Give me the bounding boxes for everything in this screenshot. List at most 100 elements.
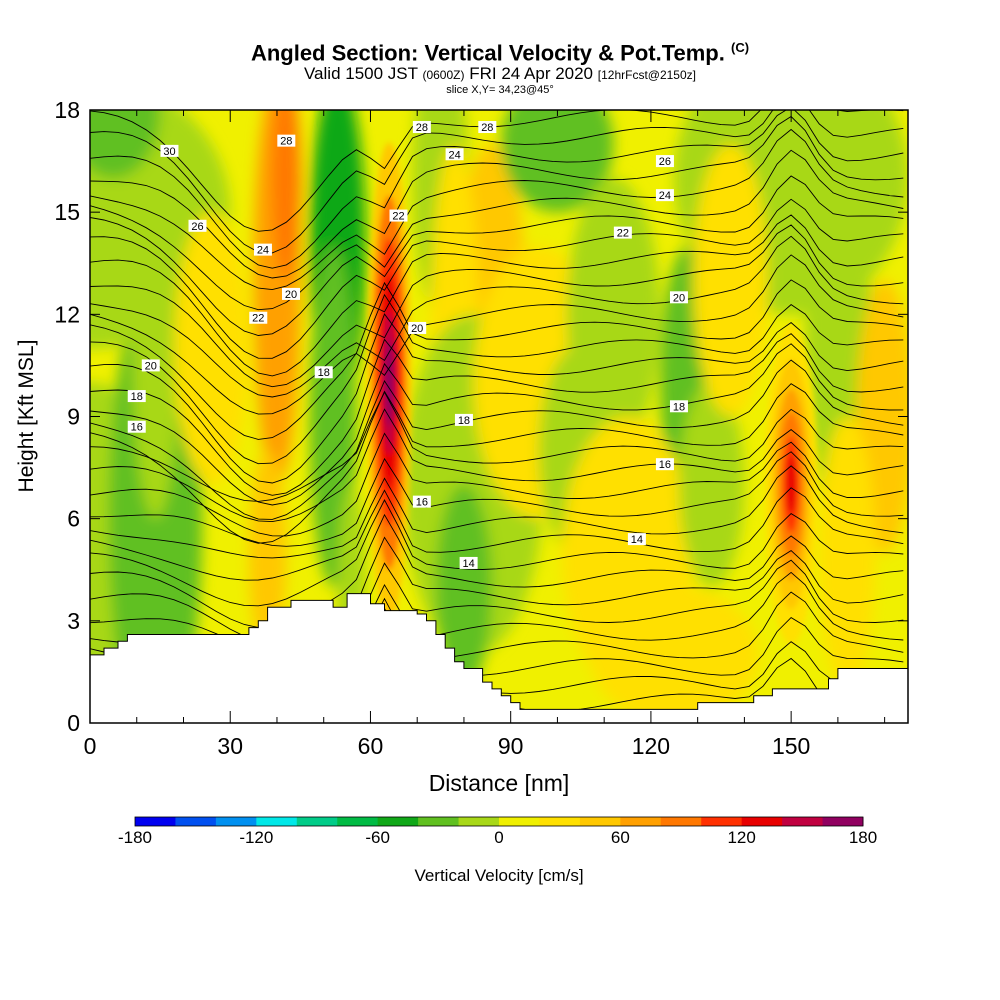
x-tick-label: 90 [498, 733, 524, 759]
isentrope-label-text: 24 [257, 245, 269, 257]
colorbar-swatch [296, 817, 338, 826]
isentrope-label: 28 [478, 121, 497, 134]
isentrope-line [90, 487, 904, 581]
isentrope-label: 28 [412, 121, 431, 134]
isentrope-label-text: 14 [462, 558, 474, 570]
isentrope-label: 30 [160, 144, 179, 158]
isentrope-label: 20 [669, 291, 688, 304]
isentrope-label-text: 26 [191, 221, 203, 233]
x-tick-label: 60 [358, 733, 384, 759]
isentrope-line [90, 333, 904, 496]
y-tick-label: 3 [67, 608, 80, 634]
colorbar-swatch [620, 817, 662, 826]
isentrope-label: 16 [655, 458, 674, 471]
y-tick-label: 9 [67, 404, 80, 430]
colorbar-swatch [135, 817, 176, 826]
isentrope-label-text: 24 [659, 190, 671, 202]
isentrope-line [90, 224, 904, 388]
y-tick-label: 6 [67, 506, 80, 532]
isentrope-label-text: 28 [481, 122, 493, 134]
isentrope-label: 18 [127, 390, 146, 403]
isentrope-label-text: 30 [163, 146, 175, 158]
isentrope-label: 24 [445, 148, 464, 161]
isentrope-label-text: 20 [411, 323, 423, 335]
isentrope-label-text: 22 [617, 228, 629, 240]
isentrope-label: 22 [389, 209, 408, 223]
slice-info: slice X,Y= 34,23@45° [446, 84, 554, 97]
colorbar-tick-label: 0 [494, 828, 503, 847]
isentrope-label: 16 [412, 495, 431, 509]
y-tick-label: 0 [67, 710, 80, 736]
isentrope-line [90, 391, 904, 502]
isentrope-line [90, 198, 904, 359]
colorbar-swatch [256, 817, 298, 826]
isentrope-label: 20 [281, 287, 300, 301]
colorbar: -180 -120 -60 0 60 120 180 [118, 816, 877, 847]
isentrope-label: 14 [459, 556, 478, 570]
isentrope-label-text: 28 [280, 136, 292, 148]
x-axis-label: Distance [nm] [429, 770, 570, 796]
isentrope-line [90, 536, 904, 645]
isentrope-line [90, 408, 904, 523]
colorbar-tick-label: 180 [849, 828, 877, 847]
colorbar-tick-label: -120 [239, 828, 273, 847]
isentrope-line [90, 513, 904, 628]
isentrope-label-text: 24 [448, 149, 460, 161]
axes: 0 30 60 90 120 150 0 3 6 9 12 15 18 [54, 97, 908, 759]
colorbar-swatch [337, 817, 379, 826]
isentrope-label-text: 20 [145, 360, 157, 372]
isentrope-label-text: 18 [318, 367, 330, 379]
isentrope-label-text: 22 [392, 211, 404, 223]
isentrope-label-text: 16 [659, 459, 671, 471]
isentrope-label: 14 [627, 533, 646, 546]
valid-time: Valid 1500 JST (0600Z) FRI 24 Apr 2020 [… [303, 64, 696, 84]
isentrope-line [90, 254, 904, 415]
x-tick-label: 30 [217, 733, 243, 759]
isentrope-label-text: 16 [416, 497, 428, 509]
isentrope-label: 22 [249, 311, 268, 325]
isentrope-line [90, 359, 904, 520]
isentrope-label-text: 18 [673, 401, 685, 413]
updraft-cores [367, 142, 818, 645]
x-tick-label: 150 [772, 733, 810, 759]
colorbar-label: Vertical Velocity [cm/s] [414, 866, 583, 885]
colorbar-swatch [660, 817, 702, 826]
isentrope-line [90, 110, 904, 269]
isentrope-label: 18 [669, 400, 688, 413]
isentrope-label-text: 20 [673, 292, 685, 304]
isentrope-line [90, 451, 904, 547]
isentrope-line [90, 279, 904, 440]
y-tick-label: 12 [54, 301, 80, 327]
colorbar-tick-label: 120 [727, 828, 755, 847]
terrain-mask [90, 593, 908, 723]
isentrope-line [90, 383, 904, 544]
isentrope-line [90, 214, 904, 377]
isentrope-line [90, 499, 904, 607]
isentrope-label: 26 [655, 155, 674, 168]
x-tick-label: 0 [84, 733, 97, 759]
colorbar-swatch [822, 817, 864, 826]
isentrope-label: 24 [655, 189, 674, 202]
title-block: Angled Section: Vertical Velocity & Pot.… [0, 36, 1000, 97]
chart-title: Angled Section: Vertical Velocity & Pot.… [250, 40, 750, 66]
plot-area: 30 28 26 24 22 20 20 18 16 18 28 28 24 22 20 18 16 14 26 24… [90, 110, 908, 723]
isentrope-line [90, 115, 904, 279]
isentrope-line [90, 110, 904, 232]
isentrope-label: 18 [314, 366, 333, 379]
isentrope-label: 16 [127, 420, 146, 434]
isentrope-label-text: 14 [631, 534, 643, 546]
isentrope-label-text: 18 [458, 415, 470, 427]
colorbar-frame [134, 816, 864, 827]
colorbar-swatch [782, 817, 824, 826]
isentrope-line [90, 313, 904, 484]
colorbar-swatch [377, 817, 419, 826]
colorbar-swatch [215, 817, 257, 826]
isentrope-label-text: 26 [659, 156, 671, 168]
isentrope-label-text: 16 [131, 422, 143, 434]
isentrope-label-text: 18 [131, 391, 143, 403]
isentrope-label: 20 [408, 321, 427, 335]
isentrope-line [90, 149, 904, 311]
colorbar-swatch [499, 817, 540, 826]
isentrope-label-text: 22 [252, 313, 264, 325]
